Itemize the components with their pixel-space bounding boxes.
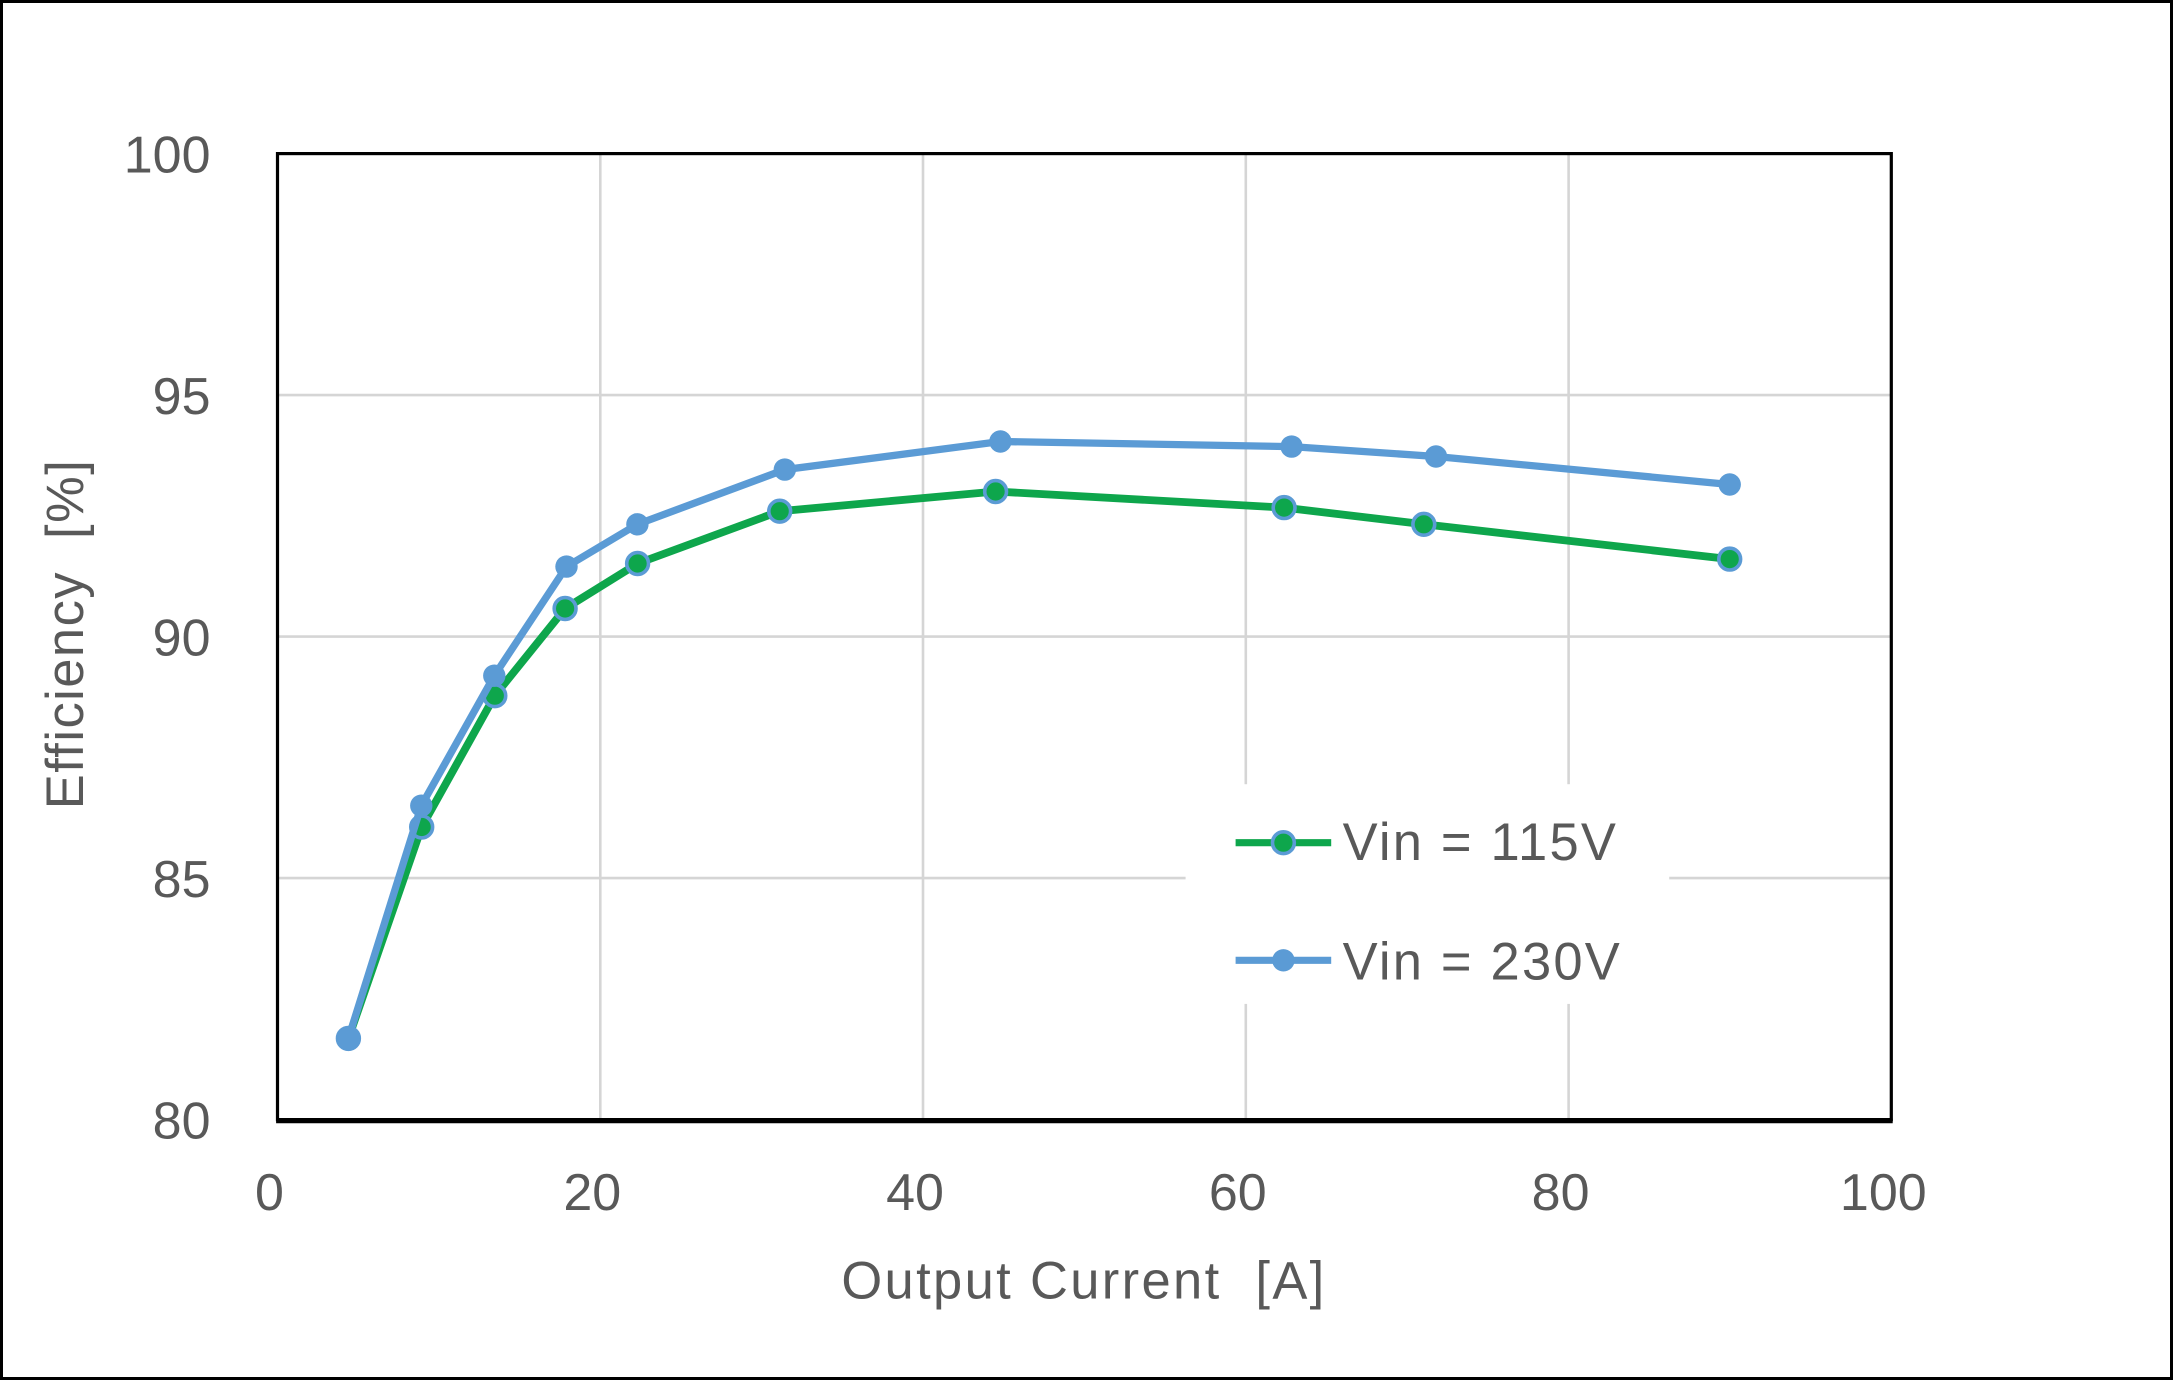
svg-text:20: 20 — [563, 1164, 621, 1222]
svg-text:Output Current [A]: Output Current [A] — [841, 1251, 1326, 1310]
svg-text:60: 60 — [1209, 1164, 1267, 1222]
svg-text:0: 0 — [255, 1164, 284, 1222]
svg-text:95: 95 — [153, 368, 211, 426]
svg-text:Vin = 115V: Vin = 115V — [1343, 813, 1618, 872]
svg-text:80: 80 — [153, 1092, 211, 1150]
svg-text:90: 90 — [153, 609, 211, 667]
svg-text:100: 100 — [124, 126, 211, 184]
svg-text:85: 85 — [153, 851, 211, 909]
svg-text:Vin = 230V: Vin = 230V — [1343, 932, 1622, 991]
svg-text:80: 80 — [1532, 1164, 1590, 1222]
svg-text:Efficiency [%]: Efficiency [%] — [36, 459, 95, 810]
svg-text:40: 40 — [886, 1164, 944, 1222]
svg-text:100: 100 — [1840, 1164, 1927, 1222]
